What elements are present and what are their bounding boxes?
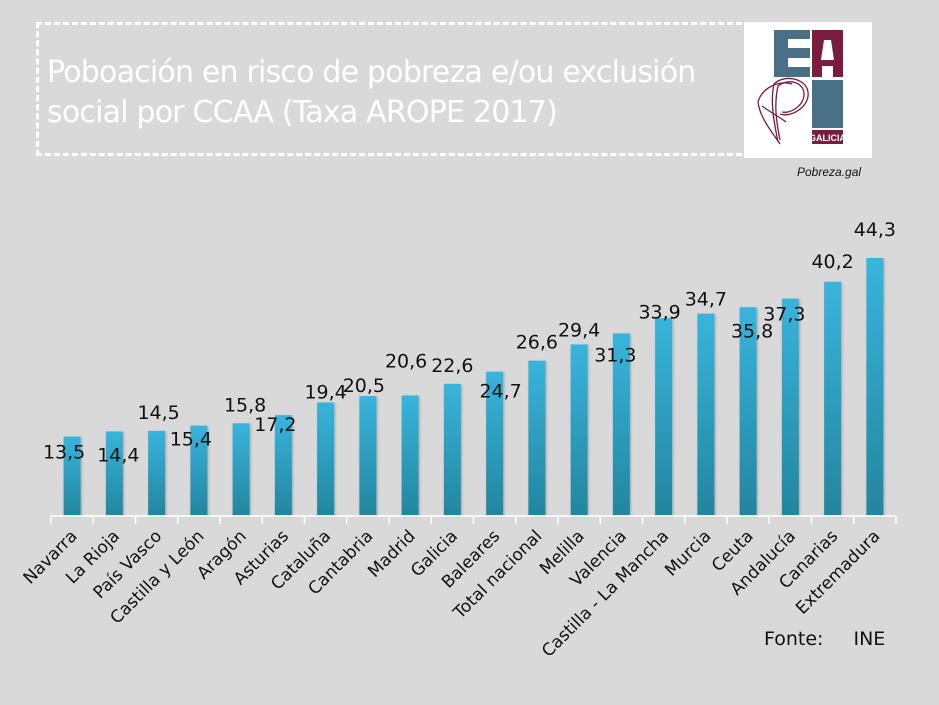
bar-la-rioja — [105, 431, 123, 515]
value-label: 35,8 — [731, 320, 773, 342]
bar-arag-n — [232, 423, 250, 515]
source-label: Fonte: — [764, 628, 824, 650]
value-label: 24,7 — [479, 381, 521, 403]
bar-murcia — [697, 313, 715, 515]
logo-credit: Pobreza.gal — [797, 165, 862, 179]
value-label: 44,3 — [854, 219, 896, 241]
value-label: 14,5 — [137, 402, 179, 424]
category-label: Murcia — [661, 526, 715, 580]
bar-total-nacional — [528, 360, 546, 515]
bar-andaluc-a — [781, 298, 799, 515]
bar-ceuta — [739, 307, 757, 515]
value-label: 17,2 — [254, 414, 296, 436]
source-note: Fonte: INE — [764, 628, 885, 650]
bar-castilla-la-mancha — [655, 318, 673, 515]
eapn-galicia-logo: GALICIA — [744, 22, 872, 158]
title-box: Poboación en risco de pobreza e/ou exclu… — [36, 22, 742, 156]
bar-asturias — [274, 415, 292, 515]
value-label: 14,4 — [97, 444, 139, 466]
bar-melilla — [570, 344, 588, 515]
value-label: 15,8 — [224, 394, 266, 416]
value-label: 29,4 — [558, 319, 600, 341]
value-label: 20,6 — [385, 350, 427, 372]
bar-navarra — [63, 436, 81, 515]
logo-subtitle: GALICIA — [809, 133, 846, 143]
value-label: 31,3 — [594, 344, 636, 366]
value-label: 13,5 — [43, 442, 85, 464]
value-label: 26,6 — [516, 332, 558, 354]
eapn-logo-icon: GALICIA — [757, 30, 846, 145]
bar-cantabria — [359, 396, 377, 515]
logo-letter-e — [774, 30, 810, 77]
logo-letter-a — [812, 30, 843, 77]
x-axis — [50, 515, 897, 524]
bars-group — [63, 258, 884, 515]
logo-letter-n — [812, 80, 843, 128]
value-label: 33,9 — [638, 301, 680, 323]
bar-galicia — [443, 383, 461, 515]
value-label: 37,3 — [763, 304, 805, 326]
bar-castilla-y-le-n — [190, 425, 208, 515]
value-label: 40,2 — [811, 251, 853, 273]
bar-madrid — [401, 395, 419, 515]
value-label: 20,5 — [343, 375, 385, 397]
bar-canarias — [824, 281, 842, 515]
value-label: 19,4 — [304, 381, 346, 403]
bar-baleares — [486, 371, 504, 515]
bar-valencia — [612, 333, 630, 515]
value-label: 22,6 — [431, 355, 473, 377]
value-label: 15,4 — [170, 429, 212, 451]
bar-pa-s-vasco — [148, 430, 166, 515]
chart-title: Poboación en risco de pobreza e/ou exclu… — [47, 55, 696, 130]
value-label: 34,7 — [685, 289, 727, 311]
value-labels-group: 13,5 14,4 14,5 15,4 15,817,2 19,420,520,6 22,6… — [43, 219, 896, 466]
bar-catalu-a — [317, 402, 335, 515]
logo-letter-p — [757, 77, 809, 145]
bar-extremadura — [866, 258, 884, 515]
logo-subtitle-box — [812, 130, 843, 144]
category-label: Madrid — [364, 526, 419, 581]
source-value: INE — [853, 628, 886, 650]
